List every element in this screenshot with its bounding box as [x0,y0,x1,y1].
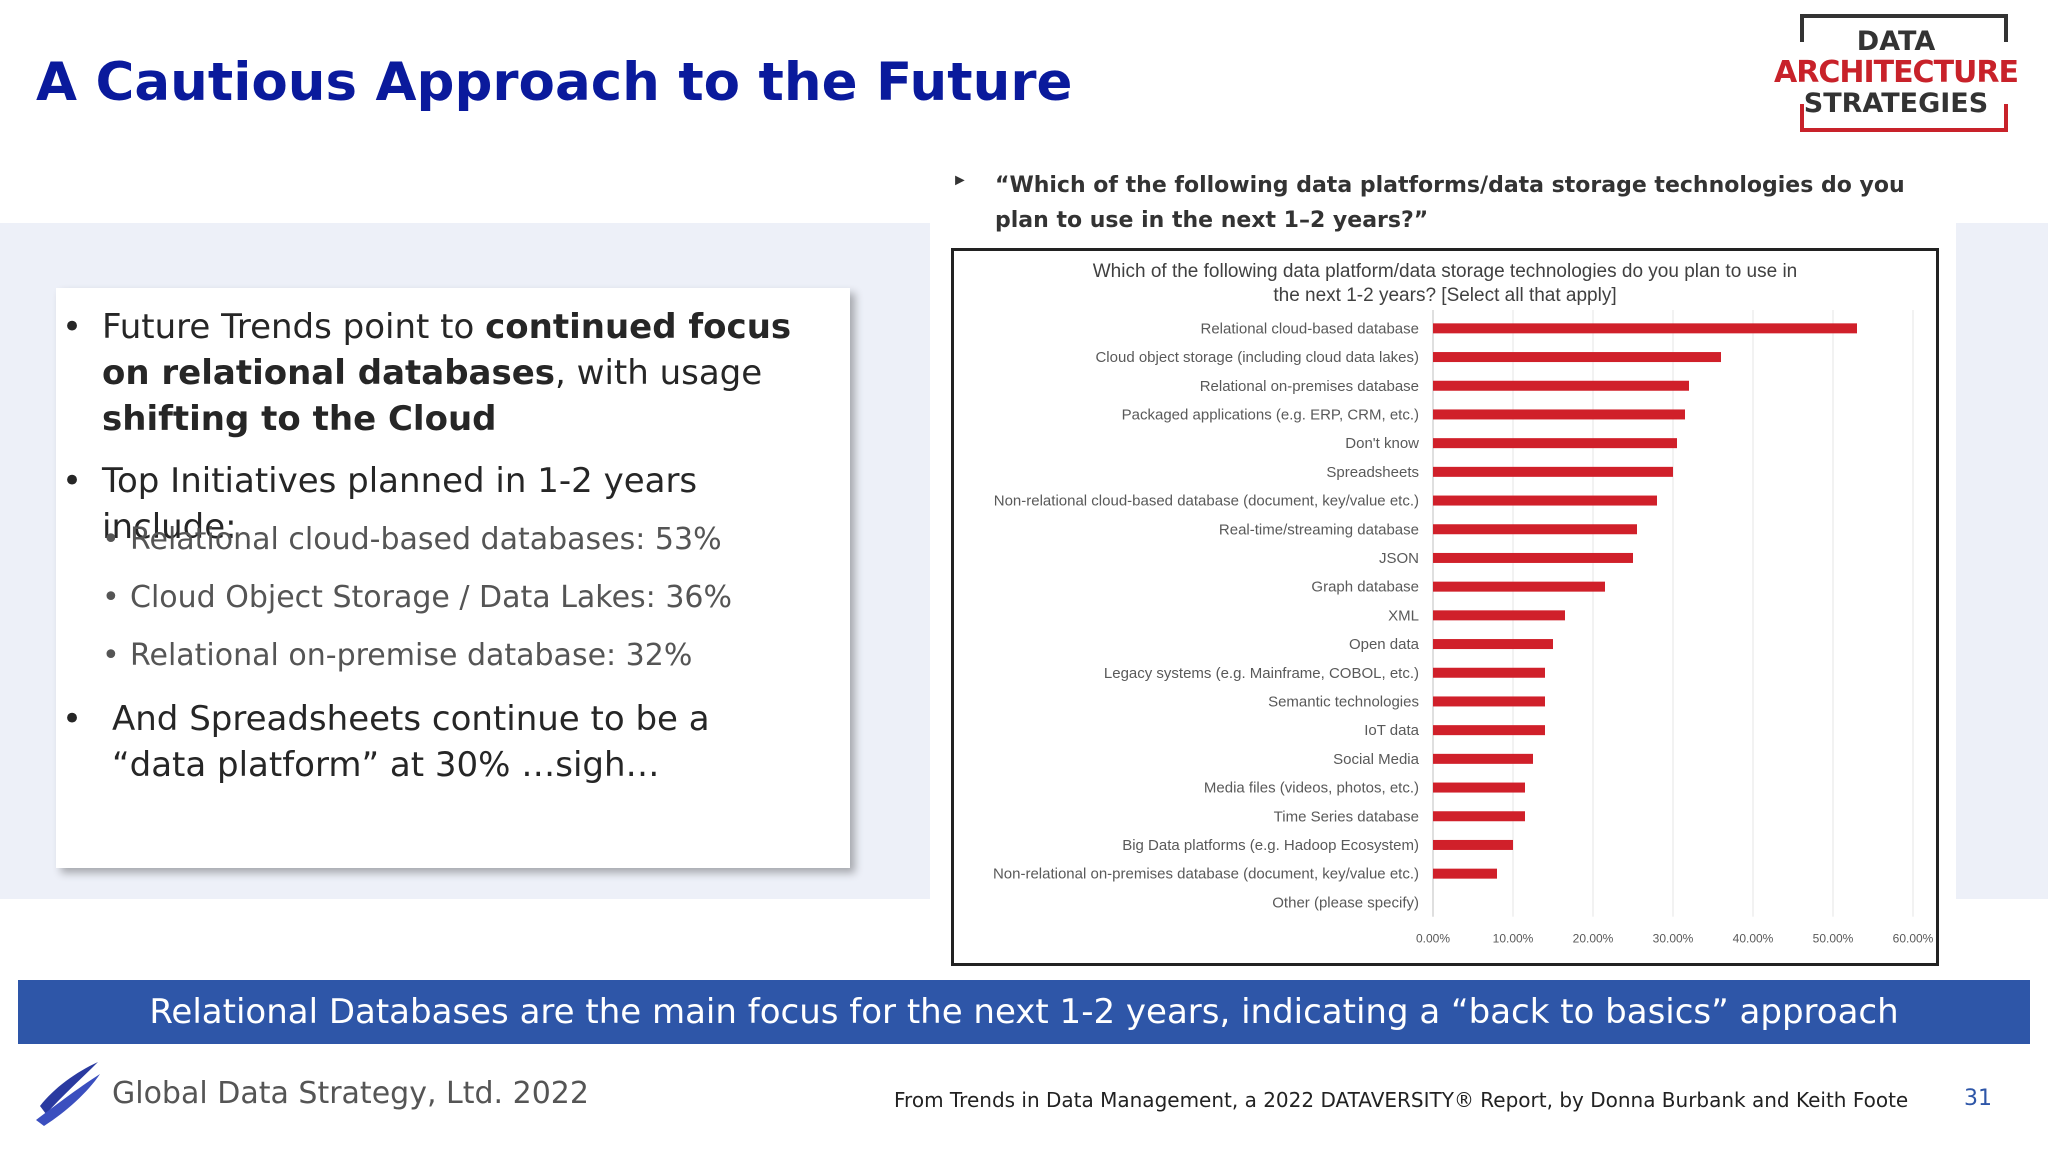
bar [1433,639,1553,650]
bar [1433,466,1673,477]
bar [1433,524,1637,535]
bullet-dot: • [62,307,83,347]
global-data-strategy-logo-icon [36,1062,100,1126]
category-label: Big Data platforms (e.g. Hadoop Ecosyste… [1122,837,1419,854]
bullet-dot: • [102,638,120,673]
survey-question: “Which of the following data platforms/d… [995,173,1905,233]
key-takeaway-banner: Relational Databases are the main focus … [18,980,2030,1044]
category-label: Non-relational cloud-based database (doc… [994,493,1419,510]
bar [1433,839,1513,850]
bullet-future-trends: • Future Trends point to continued focus… [62,304,802,442]
bar [1433,725,1545,736]
bar [1433,782,1525,793]
page-number: 31 [1964,1086,1992,1111]
category-label: Social Media [1333,751,1420,768]
bullet-dot: • [102,580,120,615]
x-tick-label: 40.00% [1733,932,1774,946]
x-tick-label: 50.00% [1813,932,1854,946]
category-label: Real-time/streaming database [1219,521,1419,538]
category-label: Graph database [1311,579,1419,596]
category-label: XML [1388,607,1419,624]
logo-line-2: ARCHITECTURE [1774,55,2019,90]
logo-frame-bottom [1800,104,2008,132]
category-label: Open data [1349,636,1420,653]
bar [1433,753,1533,764]
chart-title-line-2: the next 1-2 years? [Select all that app… [1273,285,1616,306]
bullet-text-box: • Future Trends point to continued focus… [56,288,850,868]
category-label: Relational on-premises database [1200,378,1419,395]
category-label: Legacy systems (e.g. Mainframe, COBOL, e… [1104,665,1419,682]
category-label: JSON [1379,550,1419,567]
bullet-dot: • [62,699,83,739]
category-label: Non-relational on-premises database (doc… [993,866,1419,883]
category-label: Packaged applications (e.g. ERP, CRM, et… [1122,406,1419,423]
sub-bullet-relational-cloud: • Relational cloud-based databases: 53% [102,520,810,560]
x-tick-label: 60.00% [1893,932,1934,946]
bullet-dot: • [62,461,83,501]
category-label: Cloud object storage (including cloud da… [1095,349,1419,366]
chart-title-line-1: Which of the following data platform/dat… [1093,261,1798,282]
sub-bullet-relational-on-premise: • Relational on-premise database: 32% [102,636,810,676]
bar [1433,495,1657,506]
category-label: Semantic technologies [1268,693,1419,710]
x-tick-label: 0.00% [1416,932,1450,946]
bar [1433,667,1545,678]
bullet-top-initiatives: • Top Initiatives planned in 1-2 years i… [62,458,802,550]
bar [1433,696,1545,707]
logo-line-3: STRATEGIES [1803,88,1989,119]
footer-company: Global Data Strategy, Ltd. 2022 [112,1076,589,1111]
category-label: Spreadsheets [1326,464,1419,481]
x-tick-label: 20.00% [1573,932,1614,946]
logo-line-1: DATA [1856,26,1936,57]
category-label: Don't know [1345,435,1419,452]
bar [1433,409,1685,420]
bar [1433,323,1857,334]
category-label: Media files (videos, photos, etc.) [1204,780,1419,797]
logo-frame-top [1800,14,2008,42]
bar [1433,811,1525,822]
bar-chart: Which of the following data platform/dat… [993,261,1934,946]
data-architecture-strategies-logo: DATA ARCHITECTURE STRATEGIES [1760,12,2032,136]
bar [1433,552,1633,563]
slide-title: A Cautious Approach to the Future [36,52,1073,113]
bullet-spreadsheets: • And Spreadsheets continue to be a “dat… [62,696,802,788]
category-label: IoT data [1364,722,1419,739]
chart-frame: Which of the following data platform/dat… [951,248,1939,966]
bar [1433,380,1689,391]
sub-bullet-cloud-object-storage: • Cloud Object Storage / Data Lakes: 36% [102,578,810,618]
triangle-bullet-icon: ► [952,172,968,189]
bar [1433,868,1497,879]
bar [1433,581,1605,592]
category-label: Relational cloud-based database [1201,320,1420,337]
bullet-dot: • [102,522,120,557]
category-label: Other (please specify) [1272,894,1419,911]
bar [1433,352,1721,363]
x-tick-label: 10.00% [1493,932,1534,946]
footer-source: From Trends in Data Management, a 2022 D… [894,1088,1909,1112]
x-tick-label: 30.00% [1653,932,1694,946]
category-label: Time Series database [1274,808,1419,825]
bar [1433,610,1565,621]
bar [1433,438,1677,449]
